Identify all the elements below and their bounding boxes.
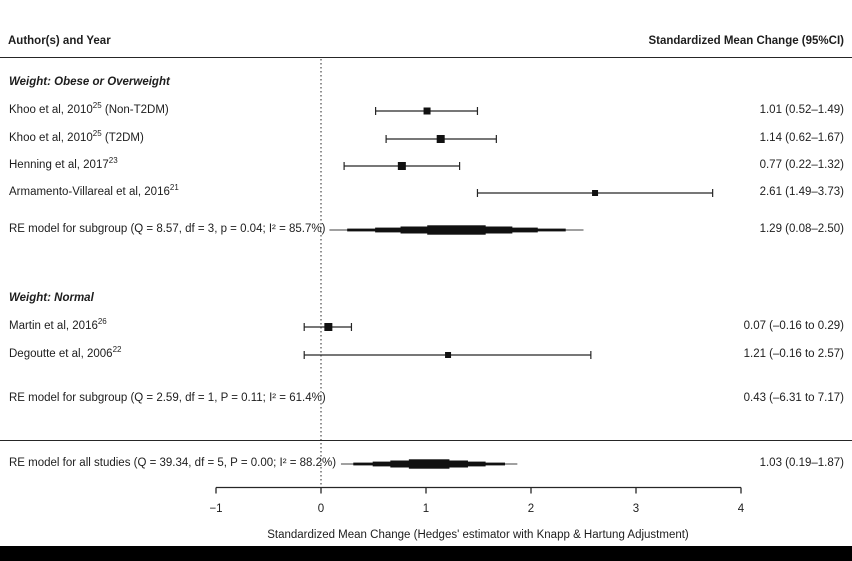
x-axis-tick-label: −1 (209, 503, 222, 515)
ci-value: 0.43 (–6.31 to 7.17) (743, 392, 844, 404)
group-heading-obese: Weight: Obese or Overweight (9, 76, 170, 88)
x-axis-tick-label: 3 (633, 503, 639, 515)
point-estimate-marker (423, 107, 431, 115)
study-name: Degoutte et al, 2006 (9, 348, 113, 360)
study-label: Khoo et al, 201025 (T2DM) (9, 129, 144, 144)
x-axis-tick-label: 4 (738, 503, 745, 515)
model-text: RE model for all studies (Q = 39.34, df … (9, 457, 337, 469)
study-label: Armamento-Villareal et al, 201621 (9, 183, 179, 198)
summary-weight-bar (408, 459, 450, 469)
ci-value: 0.77 (0.22–1.32) (759, 159, 844, 171)
ci-value: 1.14 (0.62–1.67) (759, 132, 844, 144)
study-name-suffix: (Non-T2DM) (101, 104, 169, 116)
study-name: Henning et al, 2017 (9, 159, 109, 171)
reference-superscript: 22 (112, 345, 122, 355)
overall-separator-rule (0, 440, 852, 441)
reference-superscript: 25 (92, 101, 102, 111)
ci-value: 2.61 (1.49–3.73) (759, 186, 844, 198)
study-name: Armamento-Villareal et al, 2016 (9, 186, 170, 198)
reference-superscript: 26 (97, 317, 107, 327)
study-name: Khoo et al, 2010 (9, 104, 93, 116)
study-label: Martin et al, 201626 (9, 317, 107, 332)
reference-superscript: 23 (108, 156, 118, 166)
study-label: Khoo et al, 201025 (Non-T2DM) (9, 101, 169, 116)
x-axis-tick-label: 1 (423, 503, 429, 515)
x-axis-tick-label: 2 (528, 503, 534, 515)
study-name: Khoo et al, 2010 (9, 132, 93, 144)
x-axis-tick-label: 0 (318, 503, 324, 515)
point-estimate-marker (592, 190, 599, 196)
smc-ci-header: Standardized Mean Change (95%CI) (648, 35, 844, 47)
summary-weight-bar (427, 225, 486, 235)
study-label: Degoutte et al, 200622 (9, 345, 122, 360)
point-estimate-marker (436, 135, 445, 143)
subgroup-model-label: RE model for subgroup (Q = 8.57, df = 3,… (9, 223, 325, 235)
reference-superscript: 21 (169, 183, 179, 193)
model-text: RE model for subgroup (Q = 8.57, df = 3,… (9, 223, 326, 235)
header-rule (0, 57, 852, 58)
group-heading-normal: Weight: Normal (9, 292, 94, 304)
point-estimate-marker (445, 352, 452, 358)
study-name-suffix: (T2DM) (101, 132, 144, 144)
ci-value: 1.03 (0.19–1.87) (759, 457, 844, 469)
ci-value: 0.07 (–0.16 to 0.29) (743, 320, 844, 332)
point-estimate-marker (324, 323, 333, 331)
ci-value: 1.29 (0.08–2.50) (759, 223, 844, 235)
overall-model-label: RE model for all studies (Q = 39.34, df … (9, 457, 336, 469)
author-year-header: Author(s) and Year (8, 35, 111, 47)
bottom-bar (0, 546, 852, 561)
subgroup-model-label: RE model for subgroup (Q = 2.59, df = 1,… (9, 392, 326, 404)
study-label: Henning et al, 201723 (9, 156, 118, 171)
reference-superscript: 25 (92, 129, 102, 139)
model-text: RE model for subgroup (Q = 2.59, df = 1,… (9, 392, 326, 404)
point-estimate-marker (397, 162, 406, 170)
study-name: Martin et al, 2016 (9, 320, 98, 332)
ci-value: 1.21 (–0.16 to 2.57) (743, 348, 844, 360)
ci-value: 1.01 (0.52–1.49) (759, 104, 844, 116)
x-axis-title: Standardized Mean Change (Hedges' estima… (267, 529, 689, 541)
